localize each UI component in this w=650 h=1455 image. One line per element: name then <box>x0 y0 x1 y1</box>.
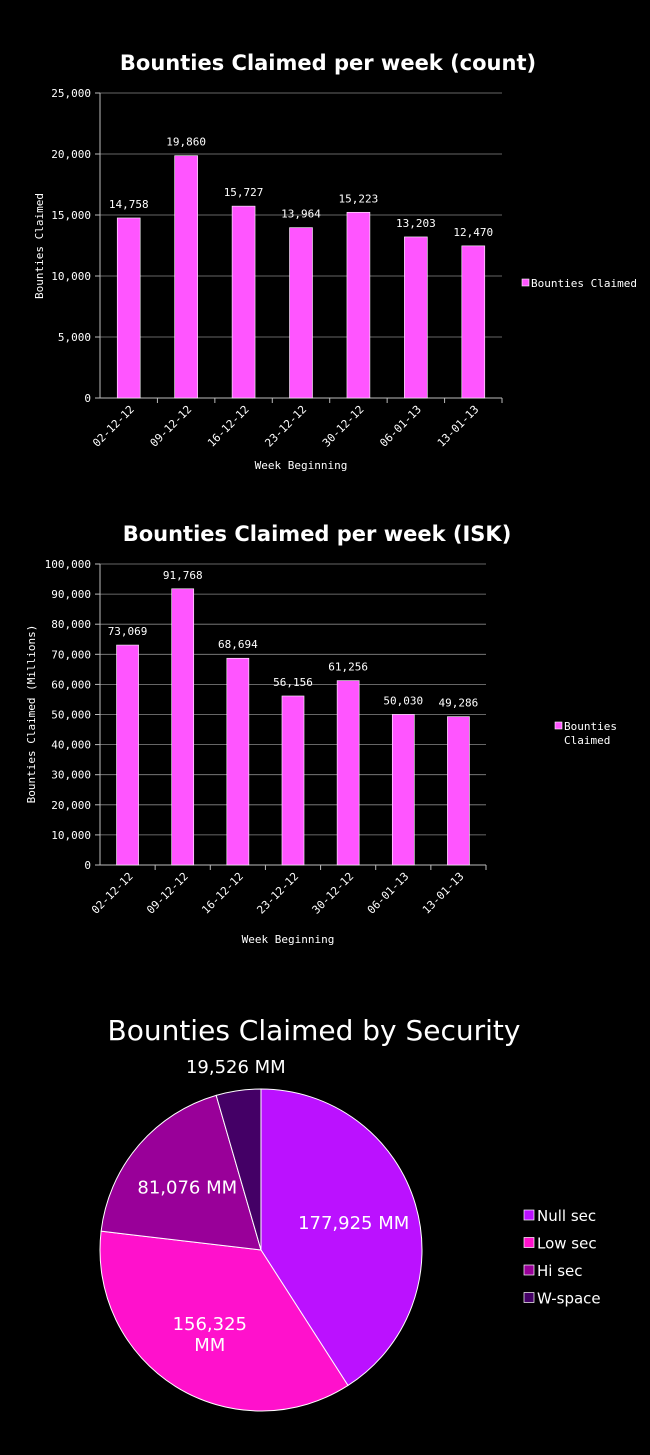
data-label: 14,758 <box>109 198 149 211</box>
bar <box>281 695 305 866</box>
legend-label-line-2: Claimed <box>564 734 610 747</box>
y-tick-label: 70,000 <box>51 648 91 661</box>
x-tick-label: 30-12-12 <box>320 403 367 450</box>
y-tick-label: 30,000 <box>51 769 91 782</box>
x-tick-label: 02-12-12 <box>90 403 137 450</box>
pie-slice <box>260 1088 423 1387</box>
x-tick-label: 16-12-12 <box>205 403 252 450</box>
data-label: 50,030 <box>383 694 423 707</box>
y-tick-label: 10,000 <box>51 829 91 842</box>
legend-label: Low sec <box>537 1235 597 1253</box>
x-tick-label: 13-01-13 <box>420 870 467 917</box>
y-tick-label: 100,000 <box>45 558 91 571</box>
pie-label-line: MM <box>194 1335 225 1356</box>
legend-swatch <box>523 1264 535 1276</box>
pie-label-line: 156,325 <box>173 1314 247 1335</box>
x-tick-label: 06-01-13 <box>365 870 412 917</box>
data-label: 19,860 <box>166 136 206 149</box>
legend: Bounties Claimed <box>521 277 637 290</box>
data-label: 73,069 <box>108 625 148 638</box>
chart-title: Bounties Claimed per week (count) <box>120 51 536 75</box>
y-tick-label: 5,000 <box>58 331 91 344</box>
y-tick-label: 0 <box>84 392 91 405</box>
legend-label: Hi sec <box>537 1262 583 1280</box>
bar <box>391 714 415 866</box>
y-tick-label: 90,000 <box>51 588 91 601</box>
bar <box>226 657 250 866</box>
x-tick-label: 16-12-12 <box>199 870 246 917</box>
bar <box>346 211 371 399</box>
data-label: 91,768 <box>163 569 203 582</box>
pie-label: 81,076 MM <box>137 1178 237 1199</box>
x-tick-label: 23-12-12 <box>254 870 301 917</box>
data-label: 61,256 <box>328 661 368 674</box>
legend-swatch <box>523 1209 535 1221</box>
data-label: 49,286 <box>439 697 479 710</box>
legend: Bounties Claimed <box>554 720 624 747</box>
legend-label: W-space <box>537 1290 601 1308</box>
y-tick-label: 20,000 <box>51 799 91 812</box>
pie-slice <box>215 1088 262 1251</box>
bar <box>336 680 360 866</box>
x-tick-label: 09-12-12 <box>144 870 191 917</box>
legend-swatch <box>554 721 563 730</box>
x-tick-label: 30-12-12 <box>310 870 357 917</box>
y-tick-label: 40,000 <box>51 739 91 752</box>
security-pie-chart: Bounties Claimed by Security 177,925 MM 1… <box>99 1014 601 1412</box>
data-label: 15,223 <box>339 192 379 205</box>
bar <box>116 644 139 866</box>
pie-label: 19,526 MM <box>186 1057 286 1078</box>
pie-slice <box>99 1230 349 1412</box>
x-axis-label: Week Beginning <box>242 933 335 946</box>
legend-label: Null sec <box>537 1207 596 1225</box>
legend-label: Bounties Claimed <box>564 720 624 747</box>
isk-bar-chart: Bounties Claimed per week (ISK) 0 10,000 2… <box>25 522 624 946</box>
pie-slice <box>100 1094 262 1251</box>
legend: Null sec Low sec Hi sec W-space <box>523 1207 601 1308</box>
y-tick-label: 20,000 <box>51 148 91 161</box>
data-label: 13,203 <box>396 217 436 230</box>
data-label: 56,156 <box>273 676 313 689</box>
y-tick-label: 80,000 <box>51 618 91 631</box>
y-tick-label: 15,000 <box>51 209 91 222</box>
data-label: 15,727 <box>224 186 264 199</box>
bar <box>116 217 141 399</box>
y-tick-label: 0 <box>84 859 91 872</box>
pie-label: 177,925 MM <box>298 1213 409 1234</box>
y-tick-label: 50,000 <box>51 709 91 722</box>
y-axis-label: Bounties Claimed (Millions) <box>25 625 38 804</box>
y-axis-label: Bounties Claimed <box>33 193 46 299</box>
bar <box>231 205 256 399</box>
legend-swatch <box>521 278 530 287</box>
legend-label: Bounties Claimed <box>531 277 637 290</box>
legend-swatch <box>523 1237 535 1248</box>
x-tick-label: 13-01-13 <box>435 403 482 450</box>
chart-title: Bounties Claimed per week (ISK) <box>123 522 512 546</box>
y-tick-label: 10,000 <box>51 270 91 283</box>
bar <box>404 236 428 399</box>
data-label: 13,964 <box>281 208 321 221</box>
chart-title: Bounties Claimed by Security <box>108 1014 521 1047</box>
x-tick-label: 02-12-12 <box>89 870 136 917</box>
bar <box>174 155 198 399</box>
bar <box>447 716 470 866</box>
bar <box>171 588 195 866</box>
count-bar-chart: Bounties Claimed per week (count) 0 5,000… <box>33 51 637 472</box>
x-tick-label: 06-01-13 <box>377 403 424 450</box>
legend-swatch <box>523 1292 535 1303</box>
data-label: 12,470 <box>453 226 493 239</box>
data-label: 68,694 <box>218 638 258 651</box>
x-tick-label: 23-12-12 <box>262 403 309 450</box>
pie-label: 156,325 MM <box>173 1314 247 1356</box>
y-tick-label: 25,000 <box>51 87 91 100</box>
x-axis-label: Week Beginning <box>255 459 348 472</box>
legend-label-line-1: Bounties <box>564 720 617 733</box>
y-tick-label: 60,000 <box>51 678 91 691</box>
x-tick-label: 09-12-12 <box>148 403 195 450</box>
bar <box>461 245 486 399</box>
bar <box>289 227 313 399</box>
